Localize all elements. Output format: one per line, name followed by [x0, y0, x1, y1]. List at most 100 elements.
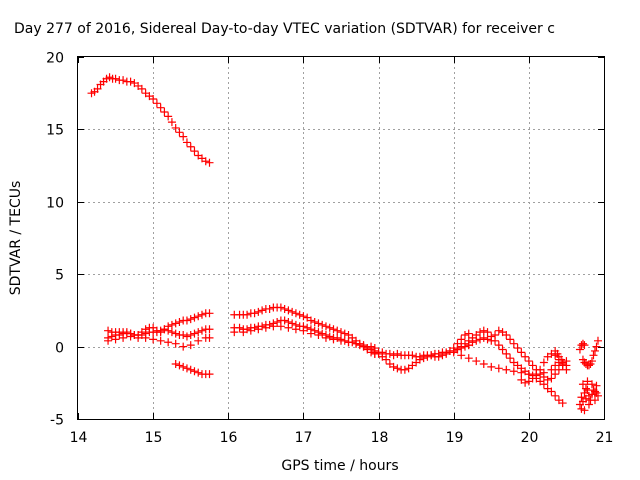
data-point	[506, 354, 515, 363]
data-point	[479, 359, 488, 368]
series-17	[575, 339, 589, 354]
data-point	[393, 349, 402, 358]
data-point	[543, 375, 552, 384]
data-point	[584, 400, 593, 409]
data-point	[254, 325, 263, 334]
data-point	[562, 365, 571, 374]
data-point	[344, 338, 353, 347]
y-tick-label: 20	[46, 51, 64, 67]
data-point	[321, 333, 330, 342]
data-point	[179, 342, 188, 351]
data-point	[167, 320, 176, 329]
data-point	[258, 306, 267, 315]
axes: 14 15 16 17 18 19 20 21 -5 0 5 10 15 20	[46, 51, 613, 447]
data-point	[152, 328, 161, 337]
data-point	[205, 158, 214, 167]
data-point	[288, 307, 297, 316]
x-tick-label: 18	[371, 430, 389, 446]
data-point	[385, 349, 394, 358]
data-point	[479, 333, 488, 342]
data-point	[171, 123, 180, 132]
x-tick-label: 21	[596, 430, 614, 446]
data-point	[558, 399, 567, 408]
data-point	[299, 312, 308, 321]
data-point	[509, 367, 518, 376]
data-point	[547, 374, 556, 383]
data-point	[190, 367, 199, 376]
series-16	[578, 336, 602, 370]
data-point	[321, 322, 330, 331]
data-point	[524, 357, 533, 366]
data-point	[230, 328, 239, 337]
data-point	[194, 368, 203, 377]
data-point	[551, 391, 560, 400]
data-point	[205, 333, 214, 342]
data-point	[592, 342, 601, 351]
x-tick-label: 17	[295, 430, 313, 446]
data-point	[167, 328, 176, 337]
data-point	[483, 335, 492, 344]
data-point	[190, 147, 199, 156]
series-1	[87, 73, 214, 167]
data-point	[580, 341, 589, 350]
series-10	[370, 329, 473, 374]
x-axis-title: GPS time / hours	[281, 458, 398, 474]
data-point	[119, 333, 128, 342]
data-point	[583, 377, 592, 386]
data-point	[532, 371, 541, 380]
data-point	[93, 84, 102, 93]
y-tick-label: 0	[55, 341, 64, 357]
series-13	[457, 351, 567, 379]
data-point	[194, 312, 203, 321]
data-point	[419, 354, 428, 363]
data-point	[306, 316, 315, 325]
series-3	[104, 325, 214, 341]
series-7	[230, 316, 379, 355]
data-point	[288, 319, 297, 328]
data-point	[235, 323, 244, 332]
series-15	[551, 346, 571, 374]
series-4	[104, 332, 214, 351]
data-point	[589, 351, 598, 360]
data-point	[382, 355, 391, 364]
data-point	[592, 381, 601, 390]
data-point	[415, 355, 424, 364]
data-point	[580, 406, 589, 415]
data-point	[502, 349, 511, 358]
series-5	[171, 359, 214, 379]
data-point	[186, 365, 195, 374]
data-point	[329, 335, 338, 344]
data-point	[291, 309, 300, 318]
data-point	[261, 323, 270, 332]
data-point	[175, 361, 184, 370]
data-point	[333, 326, 342, 335]
data-point	[197, 310, 206, 319]
data-point	[438, 351, 447, 360]
data-point	[171, 359, 180, 368]
y-tick-label: 10	[46, 196, 64, 212]
data-point	[134, 333, 143, 342]
x-tick-label: 14	[70, 430, 88, 446]
y-tick-label: 5	[55, 268, 64, 284]
data-point	[164, 112, 173, 121]
data-point	[590, 346, 599, 355]
data-point	[539, 380, 548, 389]
data-point	[152, 99, 161, 108]
data-point	[243, 310, 252, 319]
data-point	[156, 103, 165, 112]
data-point	[513, 344, 522, 353]
data-point	[179, 362, 188, 371]
data-point	[254, 307, 263, 316]
data-point	[460, 331, 469, 340]
data-point	[517, 348, 526, 357]
data-point	[506, 335, 515, 344]
data-point	[528, 361, 537, 370]
data-point	[269, 322, 278, 331]
data-point	[593, 391, 602, 400]
data-point	[314, 331, 323, 340]
data-point	[581, 394, 590, 403]
data-point	[104, 326, 113, 335]
data-point	[156, 326, 165, 335]
data-point	[590, 387, 599, 396]
data-point	[521, 352, 530, 361]
